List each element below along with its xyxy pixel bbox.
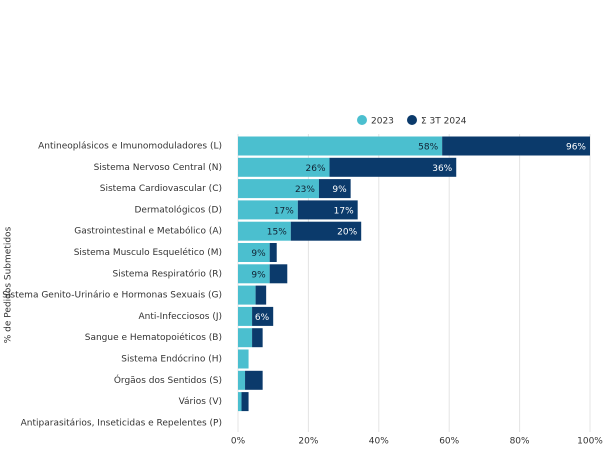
bar-segment xyxy=(238,264,270,284)
bar-segment xyxy=(238,306,253,326)
bar-segment xyxy=(269,264,288,284)
bar-segment xyxy=(238,157,330,177)
y-tick-label: Sistema Respiratório (R) xyxy=(113,268,223,279)
y-tick-label: Sangue e Hematopoiéticos (B) xyxy=(85,332,222,343)
bar-segment xyxy=(238,200,298,220)
data-label: 9% xyxy=(332,185,347,195)
y-tick-label: Sistema Cardiovascular (C) xyxy=(100,184,222,194)
x-tick-label: 20% xyxy=(298,437,318,447)
legend-swatch xyxy=(357,115,367,125)
data-label: 9% xyxy=(251,270,266,280)
bar-segment xyxy=(238,243,270,262)
data-label: 58% xyxy=(418,143,438,153)
legend-swatch xyxy=(407,115,417,125)
legend-label: Σ 3T 2024 xyxy=(421,117,467,127)
bar-segment xyxy=(238,136,443,156)
data-label: 26% xyxy=(306,164,326,174)
data-label: 6% xyxy=(255,313,270,323)
y-tick-label: Sistema Musculo Esquelético (M) xyxy=(74,247,222,258)
bar-segment xyxy=(290,221,362,241)
data-label: 9% xyxy=(251,249,266,259)
x-tick-label: 60% xyxy=(439,437,459,447)
y-tick-label: Gastrointestinal e Metabólico (A) xyxy=(74,226,222,237)
legend-label: 2023 xyxy=(371,117,394,127)
x-tick-label: 80% xyxy=(510,437,530,447)
bar-segment xyxy=(238,370,246,390)
bar-segment xyxy=(245,370,263,390)
x-tick-label: 40% xyxy=(369,437,389,447)
y-tick-label: Antineoplásicos e Imunomoduladores (L) xyxy=(38,142,222,152)
bar-segment xyxy=(269,243,277,262)
bar-segment xyxy=(238,349,249,369)
bar-segment xyxy=(238,392,242,412)
data-label: 36% xyxy=(432,164,452,174)
x-tick-label: 100% xyxy=(577,437,603,447)
bar-segment xyxy=(238,221,291,241)
bar-segment xyxy=(255,285,267,305)
y-tick-label: Dermatológicos (D) xyxy=(134,204,222,215)
bar-segment xyxy=(318,179,351,199)
y-tick-label: Antiparasitários, Inseticidas e Repelent… xyxy=(21,418,222,428)
y-axis-label: % de Pedidos Submetidos xyxy=(4,226,14,343)
bar-segment xyxy=(238,328,253,348)
data-label: 17% xyxy=(274,206,294,216)
data-label: 23% xyxy=(295,185,315,195)
bar-segment xyxy=(252,328,263,348)
y-tick-label: Órgãos dos Sentidos (S) xyxy=(114,374,222,386)
y-tick-label: Vários (V) xyxy=(179,397,222,407)
y-tick-label: Anti-Infecciosos (J) xyxy=(138,312,222,322)
data-label: 20% xyxy=(337,228,357,238)
data-label: 17% xyxy=(334,206,354,216)
bar-segment xyxy=(238,285,256,305)
y-tick-label: Sistema Endócrino (H) xyxy=(121,354,222,365)
bar-segment xyxy=(442,136,590,156)
bar-segment xyxy=(329,157,457,177)
bar-segment xyxy=(238,179,319,199)
x-tick-label: 0% xyxy=(231,437,246,447)
data-label: 15% xyxy=(267,228,287,238)
y-tick-label: Sistema Nervoso Central (N) xyxy=(94,163,222,173)
bar-segment xyxy=(241,392,249,412)
y-tick-label: Sistema Genito-Urinário e Hormonas Sexua… xyxy=(2,291,222,301)
data-label: 96% xyxy=(566,143,586,153)
bar-segment xyxy=(297,200,358,220)
bar-segment xyxy=(252,306,274,326)
